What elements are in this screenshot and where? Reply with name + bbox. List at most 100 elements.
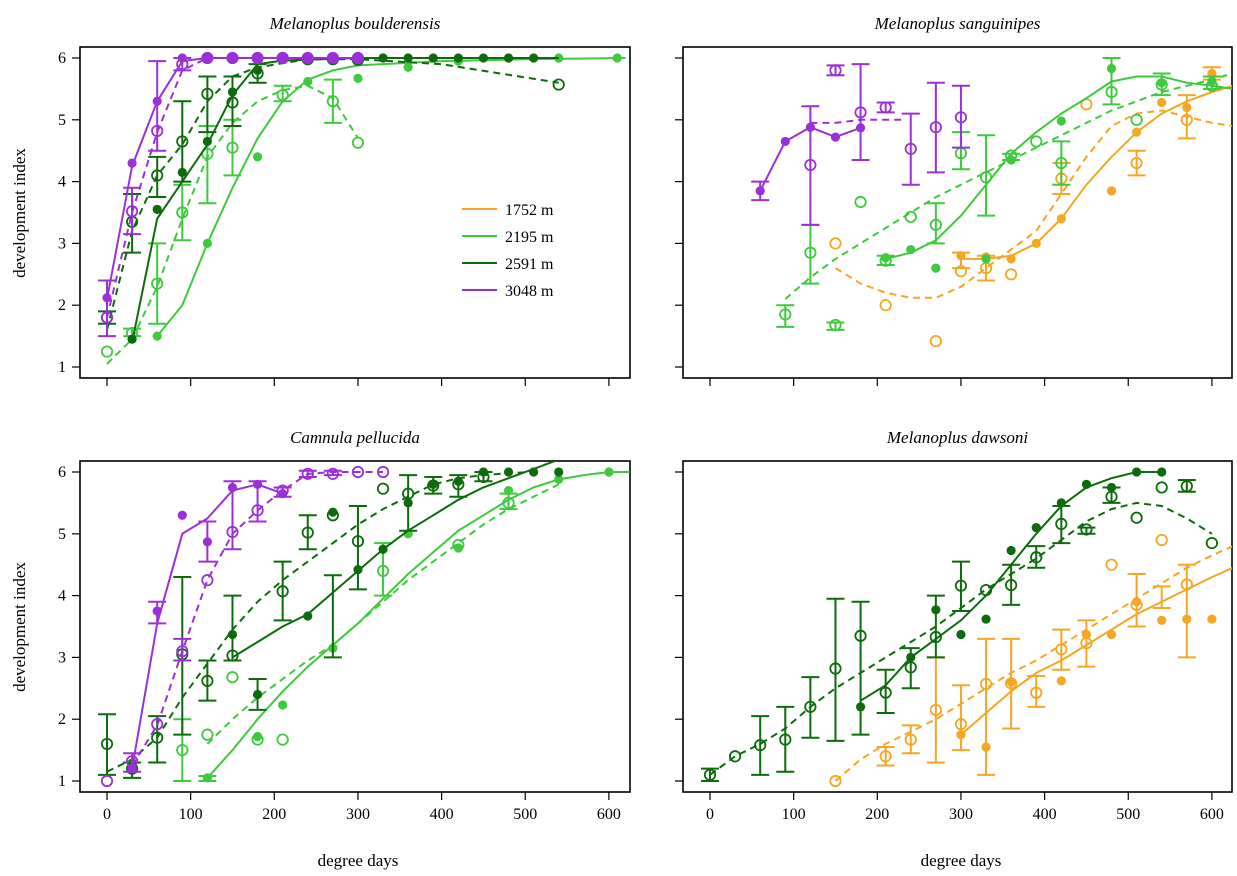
- plot-area: [98, 51, 626, 365]
- data-point-filled: [1157, 615, 1167, 625]
- data-point-filled: [1157, 78, 1167, 88]
- data-point-filled: [1106, 63, 1117, 74]
- data-point-open: [301, 467, 314, 480]
- y-tick-label: 5: [58, 112, 66, 129]
- panel-3: Melanoplus dawsoni 0 100 200 300 400 500 600: [675, 428, 1233, 823]
- data-point-open: [954, 111, 968, 124]
- panel-1: Melanoplus sanguinipes: [675, 14, 1233, 386]
- data-point-filled: [1106, 186, 1117, 196]
- data-point-filled: [378, 53, 388, 63]
- data-point-filled: [931, 263, 941, 273]
- y-tick-label: 2: [58, 297, 66, 314]
- fit-line-dashed: [206, 483, 560, 745]
- data-point-open: [979, 171, 993, 184]
- data-point-filled: [252, 152, 263, 162]
- x-tick-label: 200: [865, 806, 889, 823]
- data-point-open: [1055, 643, 1068, 656]
- fit-line-solid: [960, 567, 1232, 736]
- data-point-open: [502, 496, 515, 509]
- data-point-open: [779, 308, 792, 321]
- series-3048-m: [98, 51, 365, 338]
- legend-label: 1752 m: [505, 202, 554, 219]
- data-point-filled: [428, 53, 438, 63]
- y-tick-label: 2: [58, 711, 66, 728]
- y-tick-label: 1: [58, 359, 66, 376]
- x-tick-label: 600: [1200, 806, 1224, 823]
- data-point-filled: [604, 467, 614, 477]
- data-point-open: [1130, 156, 1143, 170]
- data-point-filled: [403, 498, 413, 508]
- data-point-open: [351, 136, 365, 149]
- data-point-open: [954, 579, 968, 592]
- data-point-filled: [127, 334, 137, 344]
- y-tick-label: 3: [58, 235, 66, 252]
- data-point-open: [929, 121, 942, 134]
- data-point-open: [351, 51, 365, 65]
- series-3048-m: [100, 465, 390, 788]
- data-point-open: [226, 141, 239, 154]
- data-point-open: [301, 51, 314, 65]
- data-point-open: [979, 677, 993, 691]
- x-tick-label: 100: [179, 806, 203, 823]
- data-point-open: [829, 774, 842, 788]
- data-point-filled: [278, 53, 288, 63]
- y-axis-label-top: development index: [10, 148, 29, 278]
- panel-2: Camnula pellucida 0 100 200 300 400 500 600 1 2 3 4…: [58, 428, 631, 823]
- data-point-open: [201, 674, 214, 687]
- data-point-filled: [1006, 254, 1016, 264]
- plot-frame: [79, 460, 631, 793]
- data-point-filled: [1132, 597, 1142, 607]
- data-point-filled: [403, 62, 413, 72]
- data-point-filled: [177, 167, 187, 177]
- data-point-open: [100, 345, 114, 358]
- data-point-open: [1180, 578, 1193, 591]
- data-point-filled: [931, 605, 941, 615]
- data-point-filled: [227, 53, 238, 63]
- data-point-filled: [202, 537, 212, 547]
- legend-label: 2591 m: [505, 256, 554, 273]
- data-point-filled: [227, 629, 238, 640]
- fit-line-dashed: [106, 471, 534, 773]
- data-point-filled: [981, 254, 991, 264]
- data-point-filled: [1106, 629, 1117, 640]
- fit-line-dashed: [784, 72, 1232, 300]
- data-point-open: [151, 718, 164, 731]
- data-point-filled: [503, 53, 514, 63]
- panel-title: Melanoplus sanguinipes: [874, 14, 1041, 33]
- data-point-filled: [1056, 676, 1066, 686]
- data-point-open: [929, 218, 942, 231]
- data-point-filled: [152, 204, 162, 215]
- data-point-open: [1005, 268, 1018, 281]
- fit-line-dashed: [810, 118, 903, 124]
- data-point-filled: [303, 76, 313, 87]
- plot-frame: [682, 460, 1233, 793]
- legend: 1752 m 2195 m 2591 m 3048 m: [462, 202, 554, 300]
- data-point-open: [226, 96, 239, 109]
- data-point-open: [854, 106, 867, 119]
- data-point-filled: [755, 186, 765, 196]
- data-point-open: [201, 574, 214, 587]
- y-tick-label: 1: [58, 773, 66, 790]
- legend-label: 2195 m: [505, 229, 554, 246]
- data-point-filled: [152, 606, 162, 616]
- data-point-open: [904, 661, 917, 674]
- data-point-open: [929, 703, 942, 717]
- data-point-open: [879, 686, 892, 699]
- panel-title: Melanoplus dawsoni: [886, 428, 1028, 447]
- data-point-open: [1180, 113, 1193, 126]
- data-point-open: [151, 169, 164, 182]
- data-point-open: [276, 733, 289, 746]
- data-point-filled: [328, 53, 338, 63]
- data-point-open: [854, 629, 867, 642]
- data-point-open: [301, 526, 314, 539]
- x-tick-label: 200: [262, 806, 286, 823]
- data-point-filled: [1157, 97, 1167, 108]
- data-point-filled: [554, 467, 564, 477]
- data-point-filled: [177, 53, 187, 63]
- data-point-filled: [1006, 545, 1016, 556]
- x-tick-label: 600: [597, 806, 621, 823]
- plot-frame: [79, 46, 631, 379]
- data-point-open: [176, 743, 189, 757]
